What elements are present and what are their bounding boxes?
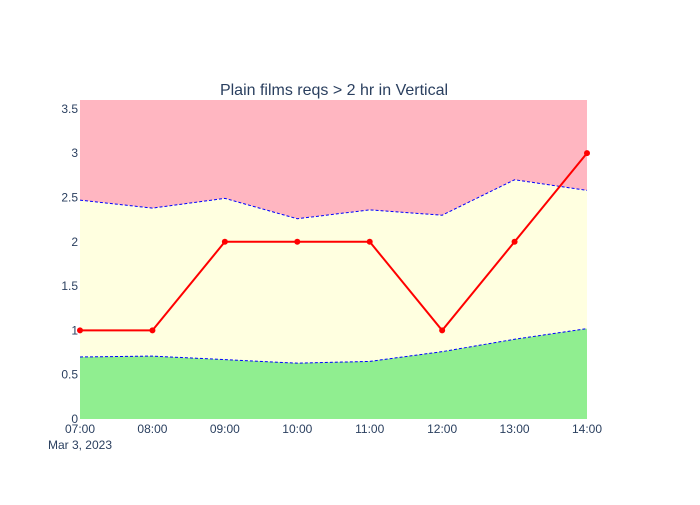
y-tick-label-3: 1.5 [61,279,78,293]
chart-title: Plain films reqs > 2 hr in Vertical [220,82,448,99]
y-tick-label-4: 2 [71,235,78,249]
y-tick-label-6: 3 [71,146,78,160]
x-tick-label-2: 09:00 [210,422,240,436]
x-tick-label-5: 12:00 [427,422,457,436]
x-tick-label-3: 10:00 [282,422,312,436]
data-point-6 [511,238,518,245]
x-axis-date-label: Mar 3, 2023 [48,438,112,452]
data-point-1 [149,327,156,334]
lower-band-area [80,328,587,419]
data-point-4 [366,238,373,245]
data-point-3 [294,238,301,245]
data-point-0 [77,327,83,334]
data-point-2 [221,238,228,245]
y-axis-ticks: 0 0.5 1 1.5 2 2.5 3 3.5 [61,102,78,426]
x-tick-label-7: 14:00 [572,422,602,436]
y-tick-label-0: 0 [71,412,78,426]
x-tick-label-4: 11:00 [355,422,384,436]
data-point-5 [439,327,446,334]
x-tick-label-6: 13:00 [500,422,530,436]
x-tick-label-1: 08:00 [137,422,167,436]
y-tick-label-1: 0.5 [61,368,78,382]
actual-series-line [80,152,588,332]
middle-band-area [80,179,587,364]
upper-band-area [80,100,587,219]
x-axis-ticks: 07:00 08:00 09:00 10:00 11:00 12:00 13:00 14:00 [65,422,602,436]
y-tick-label-5: 2.5 [61,190,78,204]
x-tick-label-0: 07:00 [65,422,95,436]
y-tick-label-2: 1 [71,323,78,337]
upper-bound-line [79,179,588,220]
band-areas [80,100,587,419]
series-points [77,150,590,334]
data-point-7 [584,150,590,157]
series-lines [79,152,588,364]
y-tick-label-7: 3.5 [61,102,78,116]
